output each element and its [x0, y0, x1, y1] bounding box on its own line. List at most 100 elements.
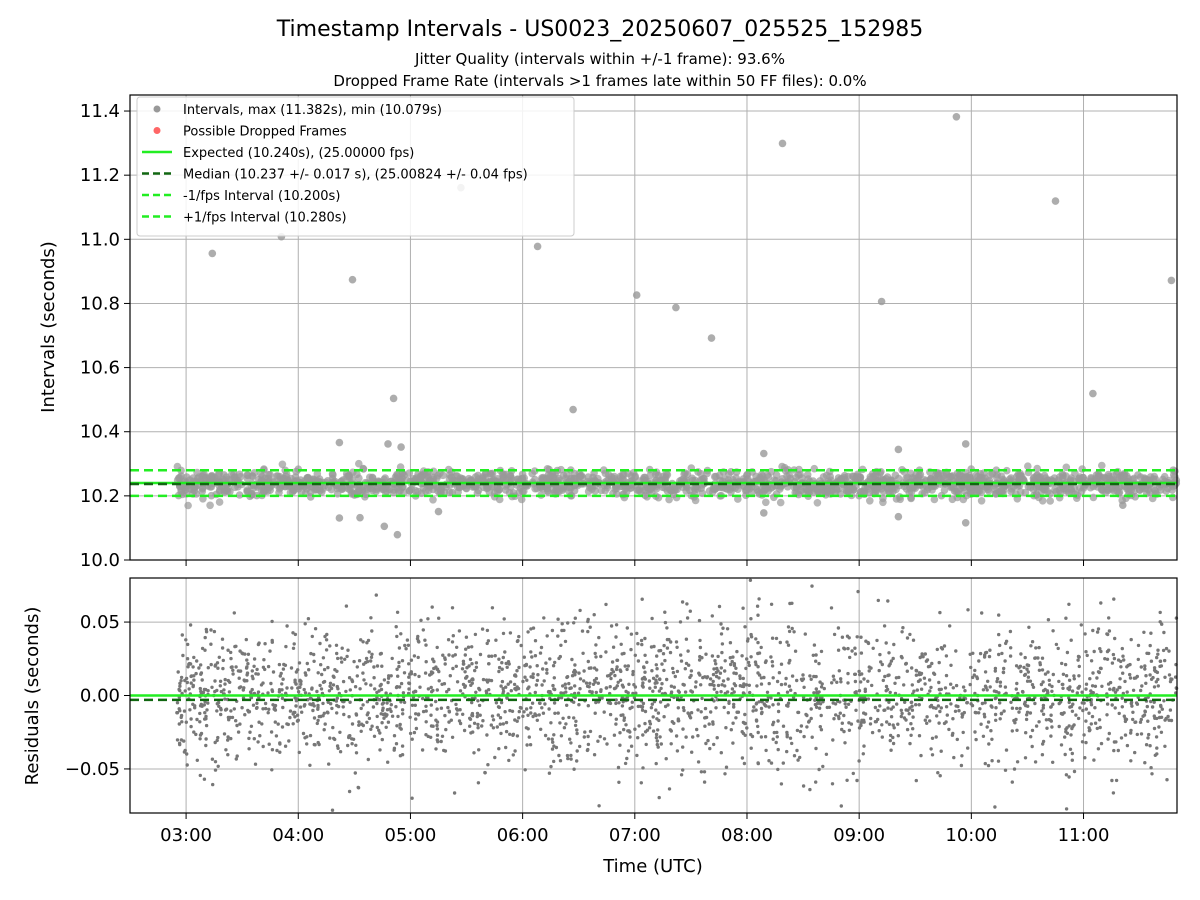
residual-point	[491, 726, 496, 730]
residual-point	[481, 719, 485, 723]
residual-point	[876, 708, 880, 713]
residuals-y-tick-label: −0.05	[65, 759, 120, 780]
residual-point	[564, 686, 568, 690]
interval-point	[173, 462, 182, 471]
residual-point	[540, 683, 544, 687]
residual-point	[221, 658, 225, 663]
interval-point	[528, 469, 536, 478]
residual-point	[476, 722, 480, 727]
residual-point	[179, 675, 184, 680]
residual-point	[869, 716, 873, 721]
residual-point	[1064, 730, 1068, 734]
residual-point	[447, 653, 451, 657]
residual-point	[919, 687, 924, 691]
residual-point	[1041, 742, 1045, 746]
residual-point	[540, 706, 544, 710]
residual-point	[179, 679, 183, 683]
residual-point	[668, 650, 673, 655]
residual-point	[917, 703, 921, 707]
residual-point	[647, 726, 652, 730]
residual-point	[1144, 681, 1148, 685]
residual-point	[362, 678, 366, 682]
residual-point	[526, 630, 530, 634]
residual-point	[424, 720, 428, 724]
residual-point	[1097, 670, 1102, 675]
residual-point	[297, 661, 302, 665]
interval-point	[794, 490, 803, 499]
residual-point	[248, 690, 253, 694]
residual-point	[505, 665, 509, 669]
residual-point	[182, 750, 187, 754]
residual-point	[1167, 673, 1172, 677]
residual-point	[817, 661, 821, 666]
residual-point	[829, 606, 834, 610]
residual-point	[197, 666, 201, 670]
residual-point	[982, 712, 986, 716]
residual-point	[1023, 731, 1028, 735]
residual-point	[1138, 720, 1143, 724]
residual-point	[1153, 716, 1157, 720]
residual-point	[1014, 687, 1018, 691]
residual-point	[812, 674, 816, 679]
residual-point	[273, 720, 277, 724]
residual-point	[979, 722, 983, 726]
residual-point	[1009, 646, 1013, 650]
interval-outlier-point	[961, 440, 970, 448]
residual-point	[1097, 718, 1102, 722]
chart-subtitle-jitter: Jitter Quality (intervals within +/-1 fr…	[414, 50, 785, 68]
residual-point	[1103, 657, 1107, 661]
residual-point	[418, 685, 422, 689]
residual-point	[570, 657, 574, 662]
residual-point	[364, 682, 368, 686]
residual-point	[531, 626, 536, 630]
residual-point	[554, 745, 559, 750]
residual-point	[543, 702, 547, 706]
interval-point	[278, 460, 287, 469]
interval-outlier-point	[1051, 197, 1060, 205]
residual-point	[545, 671, 549, 675]
residual-point	[734, 666, 738, 670]
residual-point	[1010, 780, 1014, 784]
residual-point	[954, 649, 958, 653]
residual-point	[291, 631, 295, 635]
residual-point	[538, 701, 542, 705]
residual-point	[556, 634, 560, 638]
residual-point	[985, 725, 989, 729]
residual-point	[934, 735, 938, 739]
residual-point	[919, 671, 924, 676]
residual-point	[1077, 664, 1082, 669]
residual-point	[698, 645, 703, 650]
residual-point	[741, 691, 746, 695]
residual-point	[530, 655, 534, 659]
residual-point	[504, 729, 509, 734]
residual-point	[887, 722, 892, 726]
residual-point	[1076, 716, 1081, 721]
residual-point	[720, 683, 724, 687]
residual-point	[651, 676, 656, 680]
residual-point	[375, 725, 379, 730]
residual-point	[489, 723, 493, 727]
residual-point	[386, 676, 391, 680]
residual-point	[301, 731, 306, 736]
residual-point	[1067, 700, 1071, 705]
residual-point	[1116, 658, 1121, 662]
residual-point	[410, 703, 415, 707]
residual-point	[226, 753, 230, 757]
residual-point	[328, 736, 332, 740]
residual-point	[273, 708, 278, 712]
residual-point	[416, 634, 420, 639]
residual-point	[472, 721, 477, 725]
residual-point	[1162, 699, 1166, 703]
residual-point	[657, 689, 662, 693]
residual-point	[1028, 711, 1033, 715]
x-tick-label: 08:00	[721, 825, 773, 846]
residual-point	[790, 601, 794, 605]
interval-outlier-point	[569, 405, 577, 414]
residual-point	[494, 701, 499, 705]
residual-point	[451, 634, 455, 638]
residual-point	[367, 716, 372, 721]
residual-point	[775, 679, 780, 684]
residual-point	[486, 639, 491, 643]
residual-point	[641, 733, 645, 737]
residual-point	[850, 649, 854, 653]
